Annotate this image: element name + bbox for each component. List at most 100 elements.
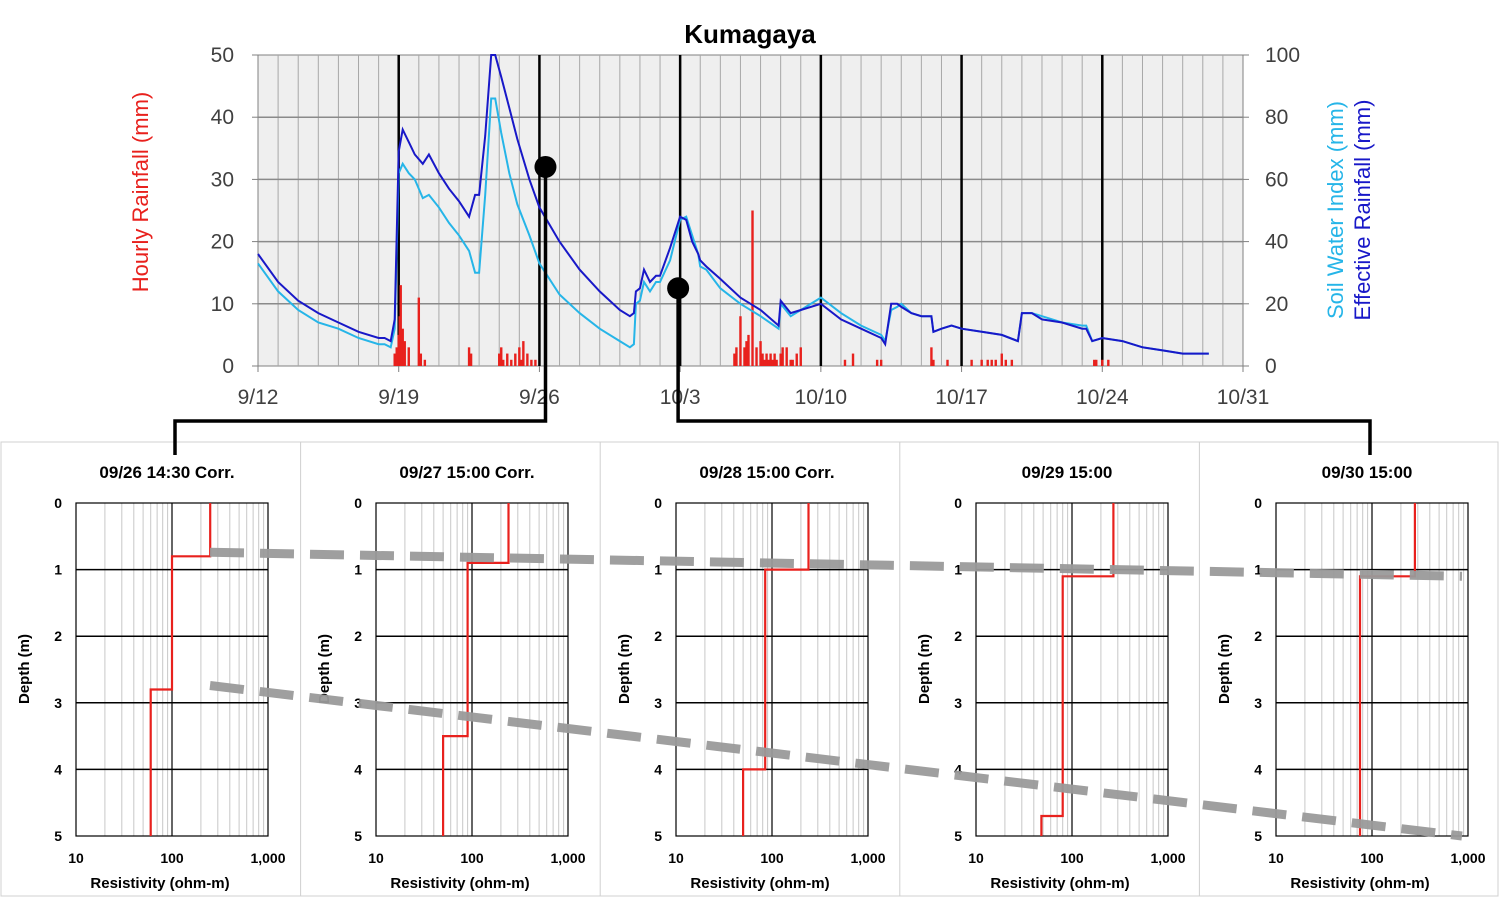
panel-y-tick-label: 2	[54, 628, 62, 644]
panel-y-tick-label: 3	[954, 695, 962, 711]
rain-bar	[763, 359, 766, 366]
panel-y-tick-label: 2	[354, 628, 362, 644]
rain-bar	[994, 359, 997, 366]
rain-bar	[789, 359, 792, 366]
x-tick-label: 10/17	[935, 386, 988, 409]
panel-y-tick-label: 4	[954, 761, 962, 777]
panel-y-tick-label: 0	[654, 495, 662, 511]
resistivity-profile-line	[741, 503, 810, 836]
rain-bar	[843, 359, 847, 366]
panel-y-tick-label: 1	[54, 562, 62, 578]
rain-bar	[520, 359, 523, 366]
panel-x-tick-label: 100	[160, 850, 184, 866]
panel-x-tick-label: 1,000	[1450, 850, 1485, 866]
panel-y-tick-label: 5	[954, 828, 962, 844]
rain-bar	[970, 359, 973, 366]
rain-bar	[932, 359, 935, 366]
panel-x-axis-label: Resistivity (ohm-m)	[90, 875, 229, 892]
rain-bar	[403, 341, 406, 366]
left-y-tick-label: 0	[222, 355, 234, 378]
panel-y-tick-label: 4	[354, 761, 362, 777]
left-y-tick-label: 50	[211, 44, 234, 67]
rain-bar	[781, 347, 784, 366]
left-y-tick-label: 30	[211, 168, 234, 191]
panel-y-tick-label: 5	[54, 828, 62, 844]
left-y-tick-label: 20	[211, 231, 234, 254]
x-tick-label: 10/31	[1217, 386, 1270, 409]
rain-bar	[751, 210, 754, 366]
panel-plot-frame	[675, 502, 869, 837]
panel-x-tick-label: 1,000	[250, 850, 285, 866]
rain-bars	[393, 210, 1110, 366]
rain-bar	[759, 341, 762, 366]
panel-x-tick-label: 100	[1060, 850, 1084, 866]
panels-frame	[0, 441, 1499, 897]
left-y-tick-label: 10	[211, 293, 234, 316]
panel-y-tick-label: 1	[1254, 562, 1262, 578]
rain-bar	[775, 359, 778, 366]
rain-bar	[530, 359, 533, 366]
x-tick-label: 9/26	[519, 386, 560, 409]
panel-x-tick-label: 10	[368, 850, 384, 866]
x-tick-label: 10/24	[1076, 386, 1129, 409]
panel-x-axis-label: Resistivity (ohm-m)	[1290, 875, 1429, 892]
rain-bar	[767, 359, 770, 366]
panel-y-tick-label: 4	[54, 761, 62, 777]
panel-y-tick-label: 0	[954, 495, 962, 511]
rain-bar	[735, 347, 738, 366]
rain-bar	[745, 341, 748, 366]
panel-y-tick-label: 3	[354, 695, 362, 711]
right-y-axis-label-effective: Effective Rainfall (mm)	[1350, 100, 1375, 321]
resistivity-profile-line	[1040, 503, 1115, 836]
panel-title: 09/28 15:00 Corr.	[699, 463, 834, 482]
right-y-tick-label: 40	[1265, 231, 1288, 254]
connectors	[173, 155, 1372, 455]
rain-bar	[930, 347, 933, 366]
panel-plot-frame	[75, 502, 269, 837]
rain-bar	[506, 353, 509, 366]
panel-y-tick-label: 3	[654, 695, 662, 711]
trend-lines	[209, 547, 1463, 841]
right-y-tick-label: 20	[1265, 293, 1288, 316]
rain-bar	[769, 353, 772, 366]
rain-bar	[502, 359, 505, 366]
panel-x-tick-label: 10	[668, 850, 684, 866]
x-tick-label: 10/10	[795, 386, 848, 409]
panel-plot-frame	[1275, 502, 1469, 837]
rain-bar	[407, 347, 410, 366]
panel-x-axis-label: Resistivity (ohm-m)	[390, 875, 529, 892]
time-marker	[667, 277, 690, 300]
resistivity-profile-line	[1358, 503, 1417, 836]
panel-y-tick-label: 2	[954, 628, 962, 644]
panel-y-axis-label: Depth (m)	[616, 634, 633, 704]
right-y-tick-label: 80	[1265, 106, 1288, 129]
panel-x-tick-label: 100	[460, 850, 484, 866]
rain-bar	[747, 334, 750, 366]
panel-x-tick-label: 10	[968, 850, 984, 866]
top-series-lines	[257, 54, 1209, 355]
rain-bar	[986, 359, 989, 366]
rain-bar	[1107, 359, 1110, 366]
x-tick-label: 9/12	[238, 386, 279, 409]
x-tick-label: 9/19	[378, 386, 419, 409]
rain-bar	[739, 316, 742, 366]
right-y-axis-label-swi: Soil Water Index (mm)	[1323, 101, 1348, 319]
resistivity-panel: 09/30 15:00 0 1 2 3 4 5 10 100 1,000 Resistivity (…	[1216, 463, 1486, 892]
resistivity-panel: 09/28 15:00 Corr. 0 1 2 3 4 5 10 100 1,000 Resisti…	[616, 463, 886, 892]
rain-bar	[990, 359, 993, 366]
panel-x-tick-label: 1,000	[1150, 850, 1185, 866]
resistivity-profile-line	[442, 503, 510, 836]
panel-x-tick-label: 1,000	[850, 850, 885, 866]
rain-bar	[791, 359, 794, 366]
panel-x-tick-label: 1,000	[550, 850, 585, 866]
rain-bar	[510, 359, 513, 366]
panel-y-tick-label: 1	[954, 562, 962, 578]
panel-y-axis-label: Depth (m)	[16, 634, 33, 704]
panel-y-tick-label: 5	[1254, 828, 1262, 844]
x-tick-label: 10/3	[660, 386, 701, 409]
rain-bar	[469, 353, 473, 366]
